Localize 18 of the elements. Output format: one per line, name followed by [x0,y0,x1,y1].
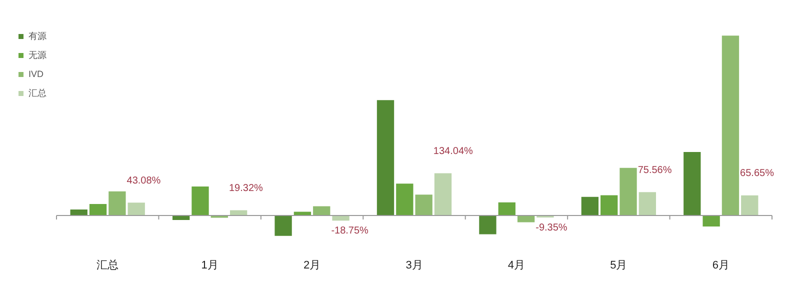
data-label: 43.08% [126,175,161,186]
x-tick-label: 汇总 [96,258,119,272]
data-label: -9.35% [536,222,568,234]
data-label: -18.75% [331,225,369,236]
x-tick-label: 3月 [406,259,423,272]
data-label: 65.65% [740,168,774,180]
x-tick-label: 2月 [303,259,321,272]
x-tick-label: 5月 [610,259,628,272]
legend-label: 汇总 [28,88,46,98]
legend-label: 无源 [28,50,46,60]
data-label: 134.04% [433,146,473,158]
x-tick-label: 1月 [201,259,218,272]
x-tick-label: 4月 [508,259,526,272]
data-label: 19.32% [228,183,264,194]
x-tick-label: 6月 [712,259,730,272]
legend-label: 有源 [28,30,46,41]
legend-label: IVD [28,68,44,79]
data-label: 75.56% [638,164,672,176]
